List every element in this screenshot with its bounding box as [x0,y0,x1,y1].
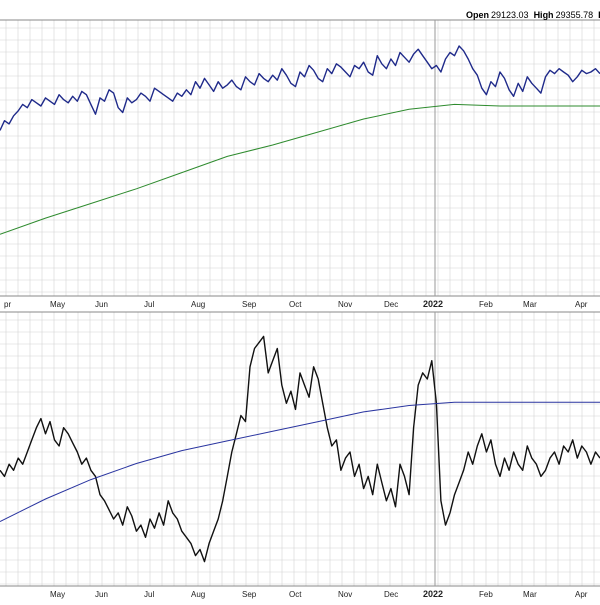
x-tick-label: May [50,590,65,599]
x-tick-label: 2022 [423,589,443,599]
series-line-price [0,45,600,131]
x-tick-label: Apr [575,300,588,309]
x-tick-label: Mar [523,300,537,309]
series-line-moving-average [0,103,600,235]
x-tick-label: Oct [289,590,302,599]
x-tick-label: Jun [95,590,108,599]
x-tick-label: Apr [575,590,588,599]
x-tick-label: Aug [191,590,205,599]
series-line-moving-average [0,401,600,522]
x-tick-label: Sep [242,590,257,599]
x-tick-label: Feb [479,590,493,599]
high-value: 29355.78 [555,10,594,20]
x-tick-label: Dec [384,590,398,599]
x-tick-label: Feb [479,300,493,309]
x-tick-label: pr [4,300,11,309]
open-value: 29123.03 [491,10,529,20]
x-tick-label: Dec [384,300,398,309]
low-label: Lo [598,10,600,20]
x-tick-label: May [50,300,65,309]
x-tick-label: 2022 [423,299,443,309]
x-tick-label: Aug [191,300,205,309]
x-tick-label: Jul [144,590,154,599]
x-tick-label: Jun [95,300,108,309]
x-tick-label: Sep [242,300,257,309]
high-label: High [533,10,554,20]
series-line-ratio [0,335,600,563]
x-tick-label: Nov [338,300,352,309]
x-tick-label: Nov [338,590,352,599]
x-tick-label: Mar [523,590,537,599]
open-label: Open [466,10,490,20]
x-tick-label: Jul [144,300,154,309]
x-tick-label: Oct [289,300,302,309]
